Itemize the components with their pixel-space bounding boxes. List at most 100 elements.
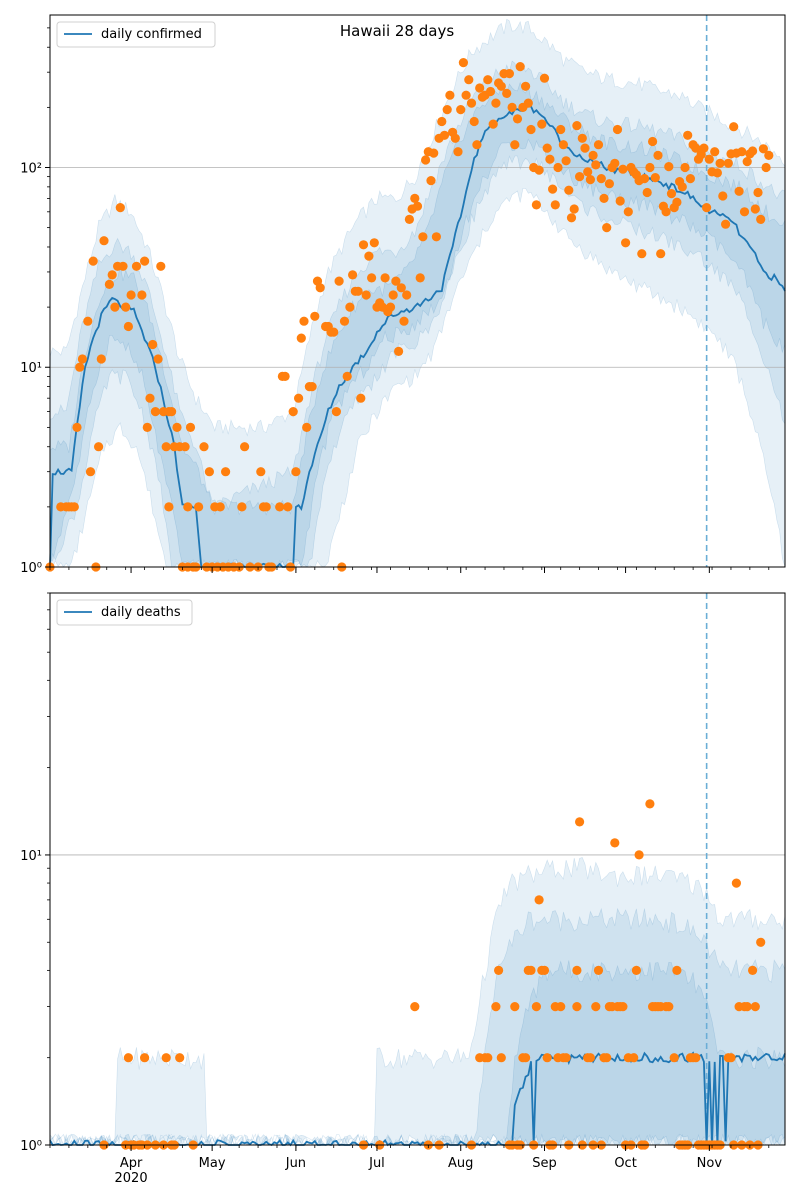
- observed-point: [491, 98, 501, 108]
- observed-point: [664, 162, 674, 172]
- observed-point: [564, 185, 574, 195]
- observed-point: [164, 502, 174, 512]
- observed-point: [329, 327, 339, 337]
- observed-point: [629, 1053, 639, 1063]
- observed-point: [291, 467, 301, 477]
- observed-point: [110, 302, 120, 312]
- observed-point: [131, 261, 142, 271]
- observed-point: [367, 273, 377, 283]
- observed-point: [531, 1002, 542, 1012]
- observed-point: [577, 133, 587, 143]
- observed-point: [385, 302, 396, 312]
- observed-point: [194, 502, 204, 512]
- observed-point: [653, 150, 663, 160]
- observed-point: [496, 81, 506, 91]
- legend-box: [56, 599, 193, 626]
- observed-point: [339, 316, 350, 326]
- observed-point: [380, 273, 390, 283]
- observed-point: [483, 75, 493, 85]
- observed-point: [704, 154, 714, 164]
- observed-point: [453, 147, 463, 157]
- observed-point: [464, 75, 474, 85]
- y-tick-label: 10⁰: [20, 1139, 42, 1154]
- observed-point: [442, 105, 452, 115]
- observed-point: [550, 200, 560, 210]
- observed-point: [677, 182, 687, 192]
- observed-point: [639, 174, 650, 184]
- observed-point: [648, 136, 658, 147]
- observed-point: [621, 238, 631, 248]
- observed-point: [161, 1053, 171, 1063]
- observed-point: [534, 165, 544, 175]
- x-tick-label: May: [199, 1156, 226, 1171]
- observed-point: [561, 1053, 571, 1063]
- observed-point: [548, 184, 558, 194]
- observed-point: [523, 98, 533, 108]
- median-line: [49, 104, 786, 569]
- observed-point: [556, 124, 566, 135]
- observed-point: [472, 140, 482, 150]
- observed-point: [672, 197, 682, 207]
- observed-point: [140, 256, 150, 266]
- observed-point: [761, 162, 771, 173]
- observed-point: [531, 200, 542, 210]
- observed-point: [715, 158, 725, 168]
- observed-point: [569, 204, 579, 214]
- observed-point: [494, 965, 504, 976]
- observed-point: [240, 442, 250, 452]
- observed-point: [77, 354, 87, 364]
- observed-point: [175, 1053, 185, 1063]
- observed-point: [99, 236, 109, 246]
- deaths-uncertainty-bands: [49, 857, 786, 1147]
- observed-point: [180, 442, 190, 452]
- observed-point: [539, 965, 550, 976]
- x-tick-label: Jul: [368, 1156, 385, 1171]
- observed-point: [672, 965, 682, 976]
- x-tick-label: Apr: [120, 1156, 143, 1171]
- observed-point: [699, 143, 709, 153]
- observed-point: [512, 114, 523, 124]
- observed-point: [726, 1053, 736, 1063]
- observed-point: [661, 207, 671, 217]
- observed-point: [748, 146, 758, 156]
- axes-frame: [49, 592, 786, 1146]
- observed-point: [161, 442, 171, 452]
- observed-point: [656, 249, 666, 259]
- observed-point: [331, 407, 341, 417]
- observed-point: [488, 119, 498, 129]
- observed-point: [153, 354, 163, 364]
- observed-point: [85, 467, 96, 477]
- observed-point: [742, 1002, 752, 1012]
- observed-point: [404, 214, 414, 224]
- observed-point: [558, 140, 569, 150]
- confirmed-observed-points: [45, 58, 774, 572]
- observed-point: [742, 157, 752, 167]
- observed-point: [680, 162, 690, 173]
- observed-point: [156, 261, 166, 271]
- observed-point: [426, 176, 436, 186]
- observed-point: [123, 1053, 133, 1063]
- observed-point: [723, 158, 733, 168]
- observed-point: [256, 467, 266, 477]
- observed-point: [450, 133, 460, 143]
- observed-point: [510, 1002, 520, 1012]
- observed-point: [702, 203, 712, 213]
- observed-point: [542, 143, 552, 153]
- observed-point: [396, 283, 406, 293]
- observed-point: [402, 290, 412, 300]
- observed-point: [199, 442, 209, 452]
- observed-point: [307, 382, 317, 392]
- observed-point: [602, 1053, 612, 1063]
- observed-point: [261, 502, 271, 512]
- observed-point: [637, 249, 647, 259]
- observed-point: [729, 122, 739, 132]
- y-tick-label: 10¹: [20, 361, 42, 376]
- observed-point: [753, 187, 763, 198]
- observed-point: [572, 965, 582, 976]
- observed-point: [593, 140, 604, 150]
- observed-point: [602, 223, 612, 233]
- observed-point: [545, 154, 555, 164]
- observed-point: [591, 160, 601, 170]
